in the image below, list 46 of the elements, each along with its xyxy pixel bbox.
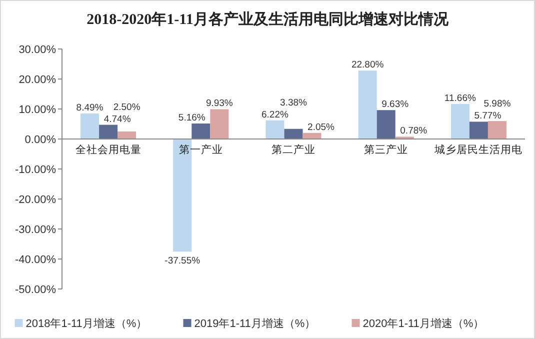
bar	[99, 124, 118, 139]
bar	[450, 104, 470, 139]
data-label: 2.50%	[113, 102, 141, 113]
bar	[376, 110, 396, 139]
bar	[192, 124, 210, 139]
y-tick-label: -40.00%	[15, 254, 56, 266]
bar	[173, 139, 192, 252]
bar	[266, 120, 284, 139]
y-tick-label: 0.00%	[24, 134, 56, 146]
data-label: 5.16%	[178, 112, 206, 124]
data-label: 11.66%	[444, 93, 476, 104]
data-label: 5.98%	[484, 98, 512, 110]
y-tick-label: 10.00%	[18, 104, 56, 116]
chart-title: 2018-2020年1-11月各产业及生活用电同比增速对比情况	[86, 11, 450, 28]
bar	[284, 128, 303, 139]
bar	[358, 70, 377, 139]
data-label: 8.49%	[76, 102, 104, 114]
y-tick-label: -30.00%	[15, 224, 56, 236]
data-label: 9.63%	[382, 99, 410, 110]
data-label: 22.80%	[351, 60, 384, 71]
legend-label: 2018年1-11月增速（%）	[26, 317, 148, 330]
data-label: 2.05%	[308, 122, 336, 133]
x-tick-label: 第三产业	[364, 143, 408, 156]
y-tick-label: 20.00%	[18, 74, 56, 86]
bar	[118, 132, 136, 139]
data-label: 3.38%	[280, 97, 308, 108]
legend-label: 2020年1-11月增速（%）	[362, 317, 484, 330]
x-tick-label: 第一产业	[178, 143, 223, 156]
bar	[469, 122, 488, 139]
data-label: 9.93%	[206, 98, 234, 110]
x-tick-label: 第二产业	[272, 143, 316, 156]
data-label: 6.22%	[262, 109, 289, 120]
x-tick-label: 城乡居民生活用电	[434, 143, 523, 156]
y-tick-label: -10.00%	[15, 164, 56, 176]
data-label: 5.77%	[474, 110, 502, 122]
data-label: 0.78%	[400, 126, 428, 137]
data-label: -37.55%	[164, 256, 201, 267]
y-tick-label: -50.00%	[15, 284, 56, 296]
legend-label: 2019年1-11月增速（%）	[194, 317, 316, 330]
y-tick-label: -20.00%	[15, 194, 56, 206]
bar	[80, 114, 100, 139]
bar	[210, 109, 229, 139]
bar	[488, 121, 506, 139]
x-tick-label: 全社会用电量	[75, 143, 142, 156]
data-label: 4.74%	[104, 114, 132, 125]
y-tick-label: 30.00%	[18, 44, 56, 56]
